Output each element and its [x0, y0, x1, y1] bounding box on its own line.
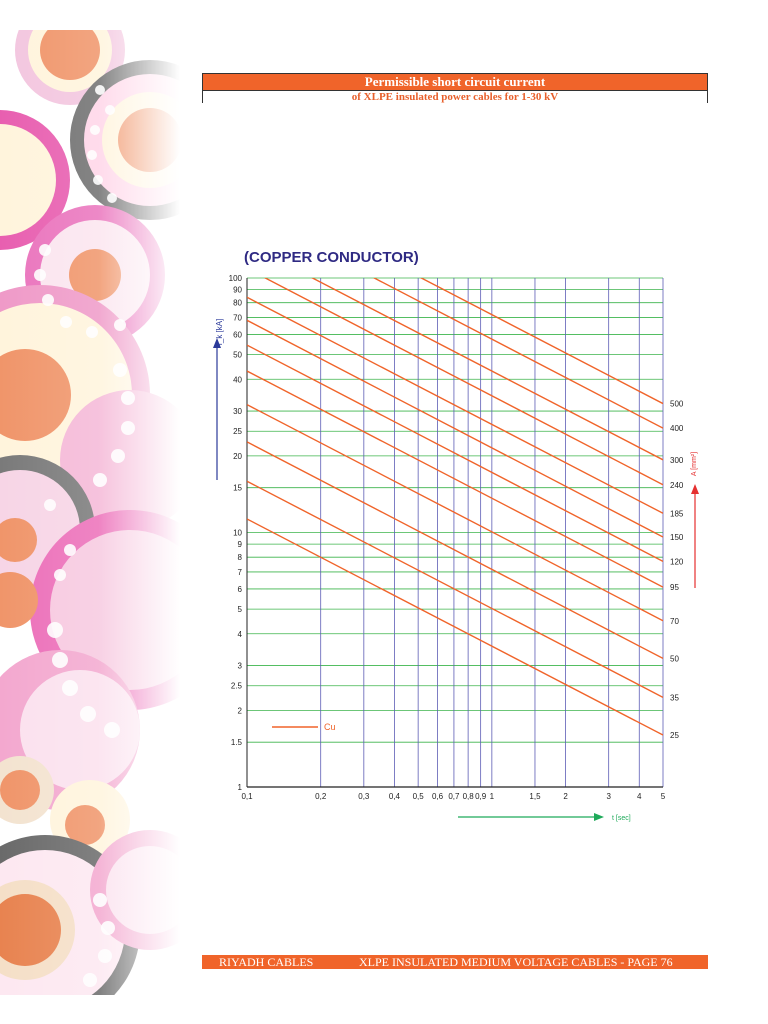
y-tick-label: 30	[233, 407, 242, 416]
short-circuit-chart: 11.522.534567891015202530405060708090100…	[213, 274, 699, 822]
y-axis-label: I_k [kA]	[215, 319, 224, 346]
x-tick-label: 0,4	[389, 792, 401, 801]
y-tick-label: 100	[229, 274, 243, 283]
series-area-label: 500	[670, 400, 684, 409]
x-tick-label: 5	[661, 792, 666, 801]
area-axis-label: A [mm²]	[691, 452, 698, 476]
series-line	[247, 480, 663, 698]
series-line	[372, 278, 663, 429]
y-tick-label: 70	[233, 313, 242, 322]
cable-cross-section-art	[0, 30, 180, 995]
y-tick-label: 9	[238, 540, 243, 549]
y-tick-label: 40	[233, 375, 242, 384]
x-tick-label: 1	[490, 792, 495, 801]
series-area-label: 25	[670, 731, 679, 740]
y-tick-label: 2.5	[231, 682, 243, 691]
y-tick-label: 4	[238, 630, 243, 639]
series-area-label: 400	[670, 424, 684, 433]
x-tick-label: 4	[637, 792, 642, 801]
y-tick-label: 80	[233, 299, 242, 308]
y-tick-label: 20	[233, 452, 242, 461]
x-tick-label: 0,1	[241, 792, 253, 801]
x-tick-label: 0,6	[432, 792, 444, 801]
x-tick-label: 0,2	[315, 792, 327, 801]
title-box: Permissible short circuit current of XLP…	[202, 73, 708, 104]
y-tick-label: 50	[233, 351, 242, 360]
x-tick-label: 0,9	[475, 792, 487, 801]
series-area-label: 300	[670, 456, 684, 465]
x-tick-label: 1,5	[529, 792, 541, 801]
y-tick-label: 25	[233, 427, 242, 436]
series-line	[247, 319, 663, 538]
y-tick-label: 10	[233, 529, 242, 538]
series-line	[247, 441, 663, 660]
y-tick-label: 1.5	[231, 738, 243, 747]
series-area-label: 70	[670, 617, 679, 626]
series-area-label: 240	[670, 481, 684, 490]
footer-company: RIYADH CABLES	[219, 955, 314, 969]
y-tick-label: 2	[238, 706, 243, 715]
y-tick-label: 90	[233, 286, 242, 295]
series-line	[263, 278, 663, 486]
series-line	[247, 518, 663, 736]
page-subtitle: of XLPE insulated power cables for 1-30 …	[203, 91, 707, 104]
x-tick-label: 0,5	[413, 792, 425, 801]
chart-heading: (COPPER CONDUCTOR)	[244, 249, 419, 266]
x-tick-label: 0,3	[358, 792, 370, 801]
area-arrow-head	[691, 484, 699, 494]
series-area-label: 95	[670, 583, 679, 592]
x-tick-label: 0,8	[463, 792, 475, 801]
series-line	[247, 370, 663, 588]
series-line	[247, 296, 663, 514]
y-axis-arrow-head	[213, 338, 221, 348]
y-tick-label: 3	[238, 662, 243, 671]
x-axis-label: t [sec]	[612, 815, 631, 822]
x-tick-label: 2	[563, 792, 568, 801]
y-tick-label: 8	[238, 553, 243, 562]
x-axis-arrow-head	[594, 813, 604, 821]
y-tick-label: 5	[238, 605, 243, 614]
series-line	[419, 278, 663, 405]
series-line	[247, 344, 663, 563]
series-area-label: 35	[670, 693, 679, 702]
x-tick-label: 3	[606, 792, 611, 801]
x-tick-label: 0,7	[448, 792, 460, 801]
y-tick-label: 7	[238, 568, 243, 577]
legend-label: Cu	[324, 722, 336, 732]
series-area-label: 185	[670, 509, 684, 518]
page-title: Permissible short circuit current	[203, 74, 707, 91]
series-area-label: 120	[670, 557, 684, 566]
series-area-label: 50	[670, 654, 679, 663]
y-tick-label: 1	[238, 783, 243, 792]
y-tick-label: 15	[233, 484, 242, 493]
series-line	[247, 404, 663, 622]
y-tick-label: 6	[238, 585, 243, 594]
y-tick-label: 60	[233, 330, 242, 339]
footer-bar: RIYADH CABLES XLPE INSULATED MEDIUM VOLT…	[202, 955, 708, 969]
footer-page-info: XLPE INSULATED MEDIUM VOLTAGE CABLES - P…	[359, 955, 673, 969]
series-area-label: 150	[670, 533, 684, 542]
series-line	[310, 278, 663, 461]
